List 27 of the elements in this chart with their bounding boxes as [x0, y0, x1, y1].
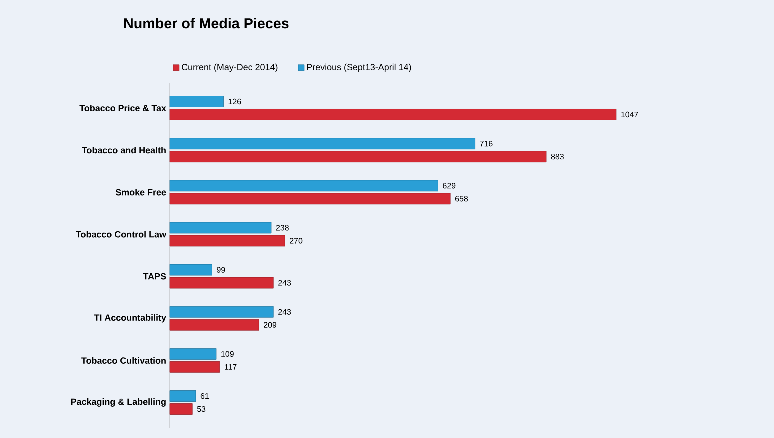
y-tick-label: Tobacco Price & Tax — [80, 104, 166, 112]
y-tick-label: Smoke Free — [116, 189, 166, 196]
bar — [170, 306, 274, 318]
bar — [170, 404, 193, 415]
y-tick-label: Tobacco Control Law — [76, 231, 167, 238]
bar — [170, 348, 217, 360]
bar — [170, 138, 476, 150]
chart-title: Number of Media Pieces — [124, 18, 289, 29]
bar — [170, 222, 272, 234]
bar — [170, 96, 224, 108]
bar — [170, 180, 438, 192]
y-tick-label: Tobacco and Health — [82, 147, 166, 154]
legend-label: Previous (Sept13-April 14) — [307, 64, 412, 72]
y-tick-label: TI Accountability — [94, 314, 166, 323]
bar — [170, 235, 286, 247]
bar — [170, 390, 196, 402]
bar — [170, 193, 451, 205]
bar — [170, 151, 547, 163]
bar — [170, 361, 220, 373]
bar — [170, 277, 274, 289]
y-tick-label: Packaging & Labelling — [71, 398, 166, 407]
y-tick-label: Tobacco Cultivation — [82, 357, 166, 364]
y-tick-label: TAPS — [143, 273, 166, 280]
bar — [170, 264, 212, 276]
legend-label: Current (May-Dec 2014) — [182, 64, 278, 72]
bar — [170, 319, 260, 331]
bar — [170, 109, 617, 120]
